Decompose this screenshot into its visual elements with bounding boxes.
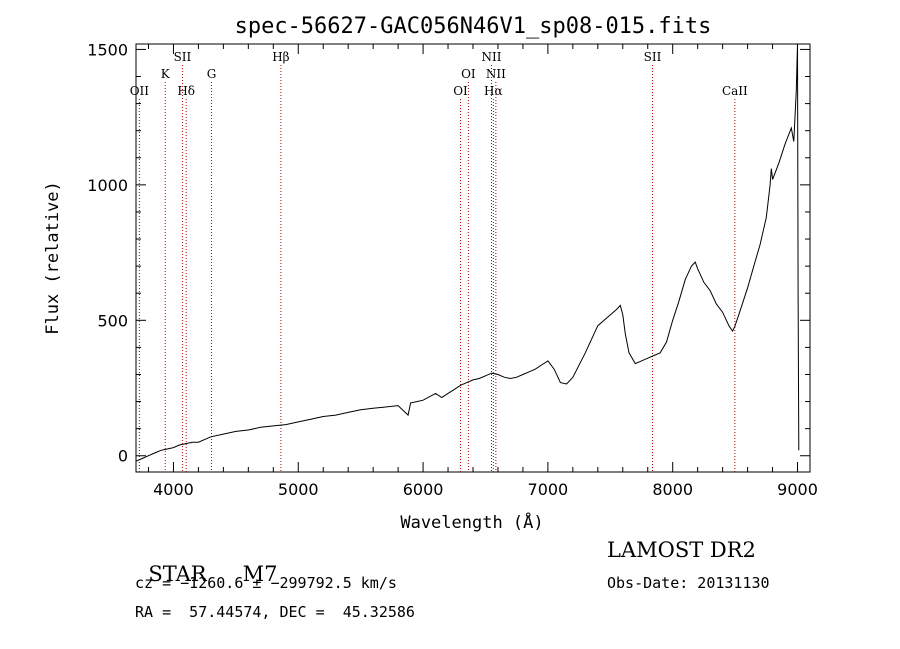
x-tick-label: 5000	[278, 480, 319, 499]
spectral-line-label: OI	[453, 84, 468, 98]
object-class: STAR M7	[135, 538, 277, 586]
plot-frame	[135, 43, 811, 473]
spectral-line-label: Hβ	[272, 50, 289, 64]
x-tick-label: 4000	[153, 480, 194, 499]
spectral-line-label: OI	[461, 67, 476, 81]
x-axis-label: Wavelength (Å)	[400, 511, 543, 533]
x-tick-label: 6000	[403, 480, 444, 499]
x-tick-label: 7000	[528, 480, 569, 499]
spectral-line-label: NII	[481, 50, 501, 64]
spectral-line-label: CaII	[722, 84, 748, 98]
survey-label: LAMOST DR2	[607, 538, 756, 562]
x-tick-label: 8000	[652, 480, 693, 499]
spectral-line-label: Hα	[484, 84, 503, 98]
obs-date-label: Obs-Date: 20131130	[607, 574, 770, 592]
spectral-line-label: NII	[486, 67, 506, 81]
subclass-label: M7	[242, 562, 278, 586]
y-tick-label: 1000	[87, 176, 128, 195]
spectrum-line	[135, 43, 800, 462]
redshift-line: cz = −1260.6 ± −299792.5 km/s	[135, 574, 397, 592]
y-tick-label: 1500	[87, 40, 128, 59]
spectral-line-label: G	[207, 67, 217, 81]
spectral-line-label: Hδ	[177, 84, 195, 98]
y-axis-label: Flux (relative)	[43, 181, 63, 335]
chart-title: spec-56627-GAC056N46V1_sp08-015.fits	[235, 14, 712, 39]
y-tick-label: 0	[118, 447, 128, 466]
spectral-line-label: SII	[174, 50, 192, 64]
spectral-line-label: K	[161, 67, 171, 81]
class-label: STAR	[148, 562, 207, 586]
coordinates-line: RA = 57.44574, DEC = 45.32586	[135, 603, 415, 621]
y-tick-label: 500	[97, 311, 128, 330]
spectral-line-label: OII	[130, 84, 150, 98]
spectral-line-label: SII	[644, 50, 662, 64]
x-tick-label: 9000	[777, 480, 818, 499]
axis-ticks: 4000 5000 6000 7000 8000 9000 0 500 1000 1500	[87, 40, 818, 499]
